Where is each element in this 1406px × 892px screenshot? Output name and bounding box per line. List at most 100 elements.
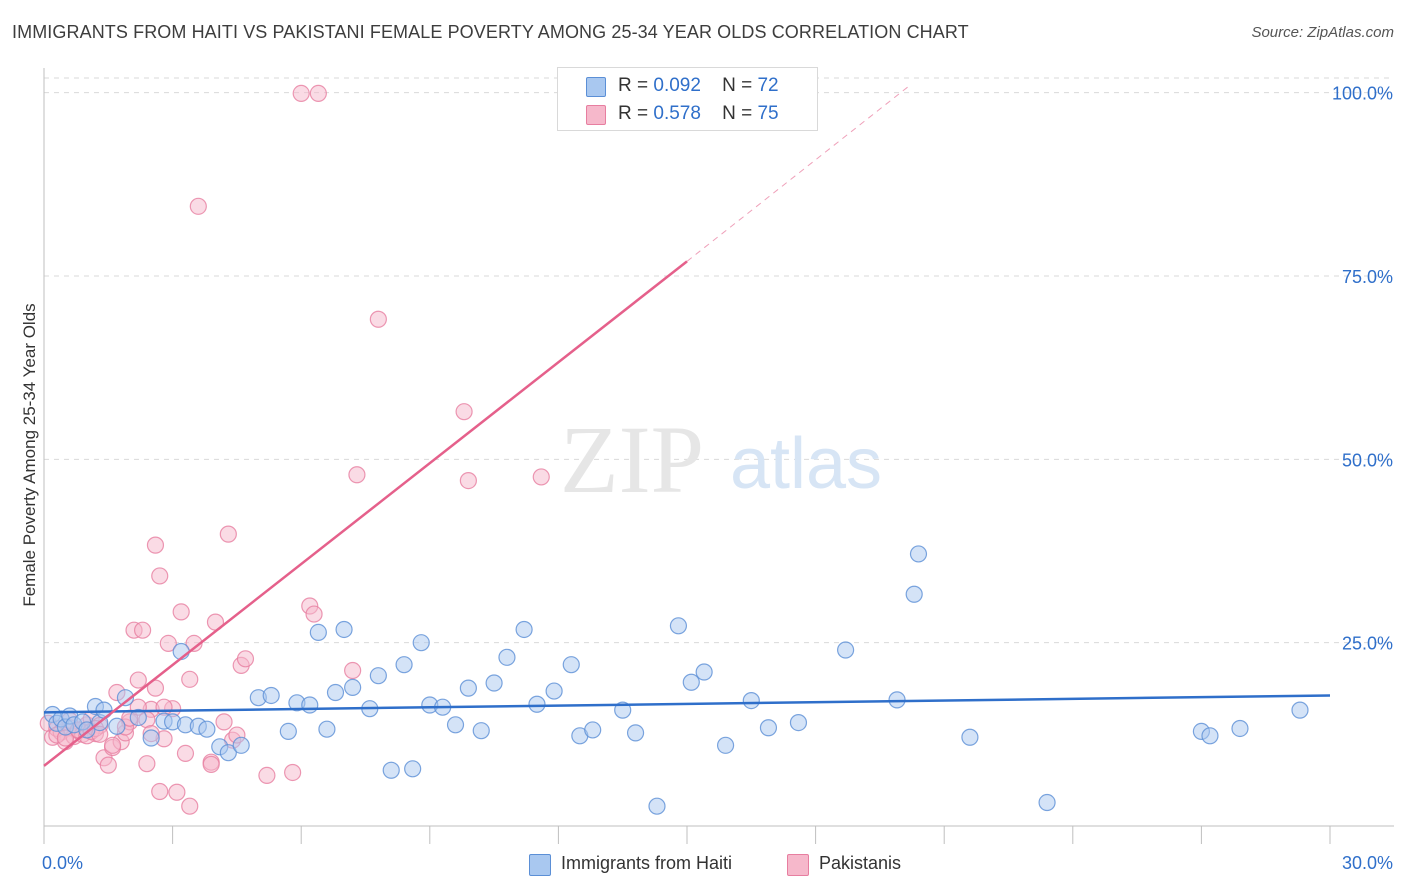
haiti-point: [279, 722, 297, 741]
haiti-point: [129, 708, 147, 727]
haiti-point: [515, 620, 533, 639]
chart-title: IMMIGRANTS FROM HAITI VS PAKISTANI FEMAL…: [12, 22, 969, 42]
pakistanis-point: [181, 670, 199, 688]
r-label: R =: [618, 75, 649, 96]
legend-label-haiti: Immigrants from Haiti: [561, 853, 733, 873]
correlation-legend: R = 0.092 N = 72 R = 0.578 N = 75: [557, 67, 818, 131]
pakistanis-point: [455, 403, 473, 421]
haiti-point: [472, 722, 490, 740]
pakistanis-point: [369, 310, 387, 328]
pakistanis-point: [202, 755, 220, 774]
n-value: 72: [757, 75, 779, 96]
pakistanis-point: [129, 671, 147, 689]
haiti-point: [837, 641, 855, 659]
haiti-point: [382, 761, 400, 779]
y-tick-label: 25.0%: [1342, 634, 1393, 654]
haiti-point: [485, 674, 503, 692]
pakistanis-point: [99, 756, 117, 774]
haiti-point: [309, 623, 327, 642]
y-tick-label: 75.0%: [1342, 267, 1393, 287]
haiti-point: [116, 689, 135, 707]
haiti-point: [219, 744, 237, 762]
pakistanis-swatch: [787, 854, 809, 876]
legend-label-pakistanis: Pakistanis: [819, 853, 902, 873]
haiti-point: [614, 701, 632, 719]
pakistanis-point: [459, 472, 477, 490]
pakistanis-point: [236, 650, 255, 668]
pakistanis-trend-line: [43, 260, 688, 767]
haiti-point: [905, 585, 923, 603]
pakistanis-point: [309, 84, 327, 103]
pakistanis-point: [348, 466, 366, 484]
y-tick-label: 100.0%: [1332, 84, 1393, 104]
haiti-point: [446, 716, 465, 734]
haiti-point: [626, 724, 645, 742]
pakistanis-point: [159, 634, 177, 653]
pakistanis-point: [219, 525, 237, 543]
haiti-point: [232, 736, 250, 754]
haiti-point: [318, 720, 336, 738]
haiti-point: [682, 673, 700, 691]
grid-lines: [44, 77, 1394, 644]
haiti-point: [759, 719, 778, 737]
y-tick-label: 50.0%: [1342, 450, 1393, 470]
x-tick-label: 0.0%: [42, 853, 83, 873]
haiti-point: [1038, 793, 1056, 812]
haiti-point: [1201, 727, 1219, 745]
haiti-point: [326, 683, 345, 702]
haiti-point: [716, 736, 735, 754]
haiti-point: [344, 678, 362, 697]
pakistanis-point: [103, 736, 122, 754]
trend-lines: [43, 84, 1331, 767]
haiti-point: [742, 691, 760, 710]
haiti-point: [1231, 719, 1249, 738]
pakistanis-point: [189, 197, 207, 215]
haiti-point: [528, 695, 546, 713]
haiti-point: [545, 682, 563, 700]
haiti-trend-line: [43, 694, 1331, 714]
pakistanis-point: [138, 755, 156, 773]
tick-labels: 25.0% 50.0% 75.0% 100.0% 0.0% 30.0%: [42, 84, 1393, 873]
pakistanis-point: [215, 713, 233, 731]
haiti-point: [395, 656, 413, 674]
haiti-point: [198, 720, 216, 738]
haiti-point: [961, 728, 979, 746]
pakistanis-point: [532, 468, 550, 486]
pakistanis-point: [344, 661, 362, 680]
pakistanis-point: [305, 605, 323, 623]
pakistanis-point: [146, 536, 165, 554]
haiti-point: [108, 717, 126, 735]
haiti-point: [669, 617, 688, 635]
pakistanis-point: [146, 679, 165, 697]
haiti-point: [909, 545, 928, 563]
haiti-point: [369, 667, 387, 685]
haiti-point: [301, 696, 319, 714]
n-value: 75: [757, 103, 779, 124]
n-label: N =: [722, 103, 753, 124]
pakistanis-point: [258, 766, 276, 785]
haiti-point: [404, 760, 422, 778]
haiti-point: [584, 721, 602, 739]
series-legend: Immigrants from Haiti Pakistanis: [0, 852, 1406, 878]
r-label: R =: [618, 103, 649, 124]
haiti-point: [648, 797, 666, 815]
watermark-zip: ZIP: [560, 406, 704, 513]
haiti-point: [459, 679, 477, 697]
x-tick-label: 30.0%: [1342, 853, 1393, 873]
axes: [43, 68, 1394, 844]
haiti-point: [262, 686, 280, 705]
haiti-point: [695, 663, 713, 681]
haiti-point: [1291, 701, 1309, 719]
haiti-point: [789, 713, 808, 732]
haiti-swatch: [529, 854, 551, 876]
pakistanis-point: [133, 621, 152, 639]
r-value: 0.578: [653, 103, 701, 124]
haiti-swatch: [586, 77, 606, 97]
pakistanis-point: [168, 783, 186, 801]
pakistanis-trend-extension: [686, 84, 911, 262]
r-value: 0.092: [653, 75, 701, 96]
pakistanis-point: [176, 744, 195, 763]
haiti-point: [412, 634, 430, 652]
source-credit: Source: ZipAtlas.com: [1251, 24, 1394, 41]
